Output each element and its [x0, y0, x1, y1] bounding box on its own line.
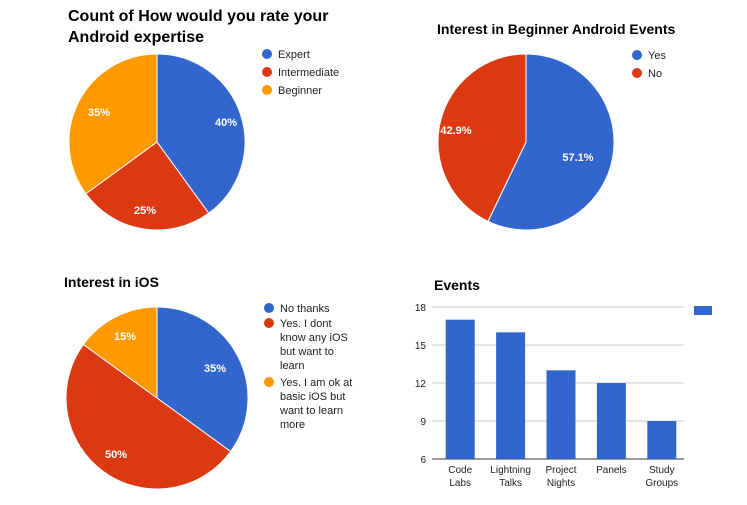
- slice-label: 25%: [134, 205, 156, 217]
- legend-dot-icon: [262, 49, 272, 59]
- pie-slice: [82, 306, 158, 399]
- slice-label: 35%: [204, 363, 226, 375]
- x-tick-label: Project: [545, 465, 576, 476]
- legend-label: know any iOS: [280, 332, 348, 344]
- y-tick-label: 18: [415, 303, 427, 314]
- legend-dot-icon: [262, 85, 272, 95]
- bar: [445, 319, 475, 459]
- x-tick-label: Lightning: [490, 465, 531, 476]
- pie-chart-3: Interest in iOS 35% 50% 15% No thanks Yes. I …: [64, 274, 352, 490]
- legend-label: Beginner: [278, 85, 322, 97]
- slice-label: 50%: [105, 449, 127, 461]
- bar: [647, 421, 677, 459]
- pie-slice: [156, 306, 249, 453]
- legend-dot-icon: [262, 67, 272, 77]
- y-tick-label: 9: [420, 417, 426, 428]
- pie-slice: [85, 141, 210, 231]
- pie-slice: [65, 343, 232, 490]
- x-tick-label: Talks: [499, 478, 522, 489]
- chart-title: Events: [434, 277, 480, 293]
- pie-chart-2: Interest in Beginner Android Events 57.1%…: [437, 21, 676, 231]
- legend-dot-icon: [632, 50, 642, 60]
- bar: [496, 332, 526, 459]
- legend-label: basic iOS but: [280, 391, 345, 403]
- slice-label: 57.1%: [562, 152, 593, 164]
- legend-label: Yes. I am ok at: [280, 377, 352, 389]
- pie-slice: [437, 53, 527, 223]
- legend-label: more: [280, 419, 305, 431]
- x-tick-label: Panels: [596, 465, 627, 476]
- chart-title: Interest in Beginner Android Events: [437, 21, 676, 37]
- bar: [596, 383, 626, 459]
- x-tick-label: Nights: [547, 478, 575, 489]
- x-tick-label: Study: [649, 465, 675, 476]
- legend-label: No thanks: [280, 303, 330, 315]
- legend-label: want to learn: [279, 405, 343, 417]
- legend-label: but want to: [280, 346, 334, 358]
- legend-label: Yes. I dont: [280, 318, 332, 330]
- pie-slice: [156, 53, 246, 214]
- chart-title: Android expertise: [68, 29, 204, 46]
- pie-slice: [487, 53, 615, 231]
- legend-label: No: [648, 68, 662, 80]
- legend-label: learn: [280, 360, 304, 372]
- y-tick-label: 6: [420, 455, 426, 466]
- pie-slice: [68, 53, 158, 195]
- chart-title: Interest in iOS: [64, 274, 159, 290]
- x-tick-label: Labs: [449, 478, 471, 489]
- pie-chart-1: Count of How would you rate your Android …: [68, 8, 339, 231]
- slice-label: 15%: [114, 331, 136, 343]
- legend-label: Yes: [648, 50, 666, 62]
- slice-label: 40%: [215, 117, 237, 129]
- slice-label: 42.9%: [440, 125, 471, 137]
- bar: [546, 370, 576, 459]
- legend-label: Intermediate: [278, 67, 339, 79]
- legend-swatch-icon: [694, 306, 712, 315]
- legend-dot-icon: [264, 303, 274, 313]
- legend-label: Expert: [278, 49, 310, 61]
- y-tick-label: 12: [415, 379, 427, 390]
- x-tick-label: Groups: [645, 478, 678, 489]
- chart-title: Count of How would you rate your: [68, 8, 328, 25]
- legend-dot-icon: [632, 68, 642, 78]
- y-tick-label: 15: [415, 341, 427, 352]
- legend-dot-icon: [264, 377, 274, 387]
- x-tick-label: Code: [448, 465, 472, 476]
- legend-dot-icon: [264, 318, 274, 328]
- slice-label: 35%: [88, 107, 110, 119]
- bar-chart-events: Events 6 9 12 15 18 Code Labs Lightning Talks Proj…: [415, 277, 712, 489]
